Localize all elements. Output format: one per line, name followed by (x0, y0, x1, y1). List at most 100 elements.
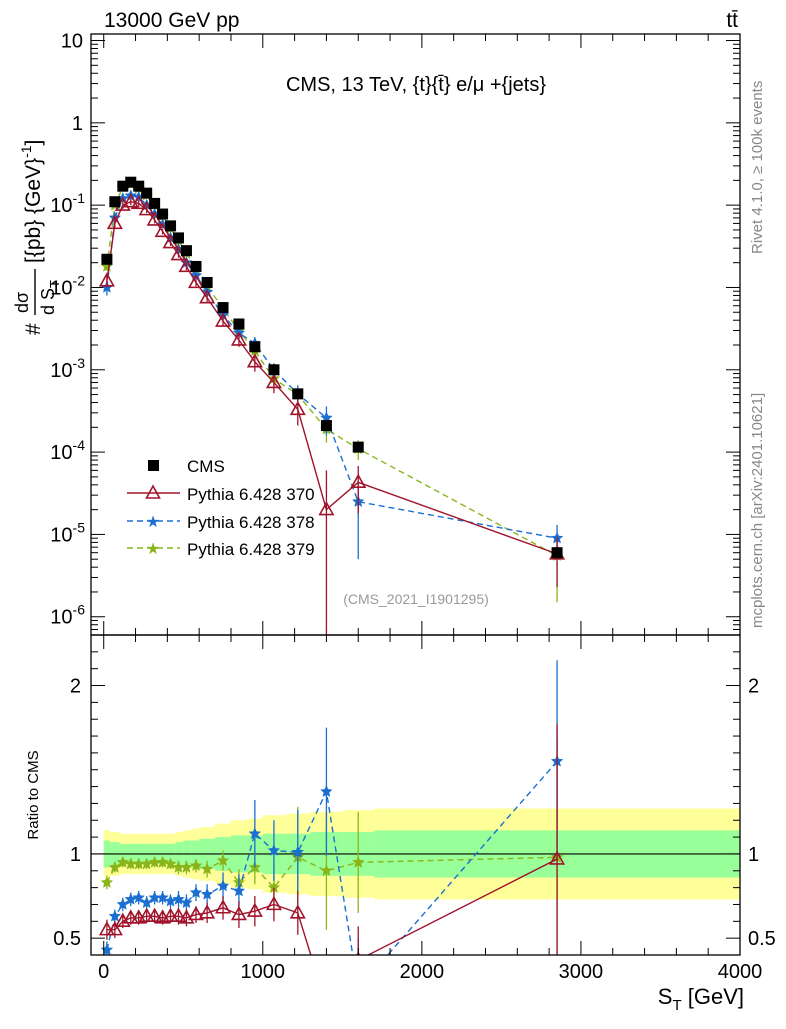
x-tick-labels: 0 1000 2000 3000 4000 (98, 961, 762, 983)
mcplots-label: mcplots.cern.ch [arXiv:2401.10621] (749, 393, 766, 628)
header-energy-label: 13000 GeV pp (104, 9, 239, 32)
main-point-pythia-6-428-370 (246, 353, 263, 368)
ratio-point-pythia-6-428-370 (549, 850, 566, 865)
main-point-cms (117, 180, 129, 192)
header-process-label: tt̄ (726, 9, 738, 32)
main-point-pythia-6-428-370 (230, 331, 247, 346)
main-point-cms (233, 318, 245, 330)
ratio-y-tick-label-right: 2 (748, 676, 759, 698)
ratio-point-pythia-6-428-378 (320, 784, 333, 798)
main-point-cms (292, 388, 304, 400)
main-point-cms (157, 208, 169, 220)
y-label-numerator: dσ (12, 292, 32, 313)
legend: CMS Pythia 6.428 370 ★ Pythia 6.428 378 … (127, 457, 315, 559)
ratio-y-tick-labels: 0.5 0.5 1 1 2 2 (53, 676, 776, 951)
y-label-units-sup: -1 (18, 145, 34, 158)
legend-label-cms: CMS (187, 457, 225, 476)
main-point-cms (172, 232, 184, 244)
x-tick-label: 0 (98, 961, 109, 983)
x-label-main: S (658, 984, 673, 1009)
main-point-cms (133, 180, 145, 192)
main-point-pythia-6-428-370 (130, 194, 147, 210)
ratio-y-tick-label-left: 1 (70, 844, 81, 866)
ratio-point-pythia-6-428-379 (200, 862, 214, 875)
ratio-axis-ticks (91, 634, 741, 956)
ratio-y-axis-label: Ratio to CMS (25, 750, 42, 839)
main-point-cms (180, 245, 192, 257)
y-label-units: [{pb} {GeV} (22, 158, 45, 263)
ratio-point-pythia-6-428-379 (100, 875, 114, 888)
main-point-cms (190, 260, 202, 272)
svg-text:[{pb} {GeV}-1]: [{pb} {GeV}-1] (18, 140, 45, 263)
main-point-cms (109, 196, 121, 208)
ratio-point-pythia-6-428-378 (180, 896, 193, 909)
main-point-pythia-6-428-370 (350, 473, 367, 488)
x-tick-label: 2000 (400, 961, 445, 983)
main-point-cms (320, 420, 332, 432)
main-point-cms (352, 441, 364, 453)
y-label-hash: # (22, 323, 45, 335)
svg-text:#: # (22, 323, 45, 335)
y-label-units-close: ] (22, 140, 45, 146)
ratio-point-pythia-6-428-378 (156, 891, 169, 904)
ratio-panel-frame (90, 634, 741, 956)
ratio-point-pythia-6-428-378 (267, 843, 281, 856)
ratio-y-tick-label-right: 1 (748, 844, 759, 866)
main-point-pythia-6-428-370 (318, 501, 335, 516)
main-point-pythia-6-428-370 (98, 272, 115, 287)
main-y-tick-label: 10 (61, 31, 83, 53)
legend-label-370: Pythia 6.428 370 (187, 485, 315, 504)
ratio-point-pythia-6-428-370 (320, 999, 333, 1011)
ratio-y-tick-label-left: 2 (70, 676, 81, 698)
legend-label-378: Pythia 6.428 378 (187, 513, 315, 532)
main-point-pythia-6-428-370 (265, 373, 282, 389)
ratio-point-pythia-6-428-370 (215, 899, 232, 914)
main-point-cms (217, 302, 229, 314)
ratio-point-pythia-6-428-370 (162, 907, 179, 922)
legend-label-379: Pythia 6.428 379 (187, 540, 315, 559)
main-y-axis-label: # dσ d ST [{pb} {GeV}-1] (12, 140, 62, 335)
x-label-sub: T (672, 997, 681, 1014)
ratio-point-pythia-6-428-370 (170, 907, 187, 922)
x-tick-label: 1000 (241, 961, 286, 983)
legend-marker-379: ★ (146, 541, 160, 558)
main-y-tick-label: 10-2 (50, 272, 85, 299)
ratio-point-pythia-6-428-370 (230, 905, 247, 921)
main-point-cms (101, 253, 113, 265)
chart-title: CMS, 13 TeV, {t}{t̄} e/μ +{jets} (286, 74, 546, 96)
main-y-tick-label: 10-4 (50, 437, 85, 464)
ratio-panel: 0.5 0.5 1 1 2 2 0 1000 2000 3000 4000 Ratio to CM… (25, 634, 776, 1014)
ratio-point-pythia-6-428-379 (180, 860, 193, 873)
ratio-point-pythia-6-428-378 (200, 887, 214, 900)
ratio-point-pythia-6-428-379 (156, 855, 169, 868)
ratio-point-pythia-6-428-378 (291, 845, 305, 858)
ratio-point-pythia-6-428-370 (199, 904, 216, 919)
ratio-point-pythia-6-428-378 (132, 891, 146, 904)
ratio-point-pythia-6-428-378 (108, 909, 122, 922)
x-tick-label: 3000 (559, 961, 604, 983)
main-point-cms (141, 187, 153, 199)
ratio-point-pythia-6-428-370 (289, 904, 306, 919)
ratio-point-pythia-6-428-378 (189, 886, 203, 899)
ratio-point-pythia-6-428-370 (106, 921, 123, 936)
ratio-point-pythia-6-428-378 (216, 879, 230, 892)
main-point-pythia-6-428-370 (187, 273, 204, 289)
main-point-pythia-6-428-370 (122, 193, 139, 208)
ratio-point-pythia-6-428-370 (265, 895, 282, 911)
main-y-tick-label: 10-5 (50, 519, 85, 546)
ratio-y-tick-label-right: 0.5 (748, 928, 776, 950)
main-point-pythia-6-428-370 (199, 289, 216, 304)
main-point-cms (268, 364, 280, 376)
ratio-point-pythia-6-428-370 (146, 907, 163, 922)
ratio-point-pythia-6-428-379 (108, 860, 122, 873)
ratio-point-pythia-6-428-379 (116, 855, 130, 868)
main-y-tick-labels: 10-6 10-5 10-4 10-3 10-2 10-1 1 10 (50, 31, 85, 629)
ratio-point-pythia-6-428-370 (246, 902, 263, 917)
main-y-tick-label: 10-6 (50, 602, 85, 629)
ratio-point-pythia-6-428-379 (189, 859, 203, 872)
ratio-series-layer (98, 660, 566, 1011)
legend-marker-370 (145, 484, 161, 499)
main-point-cms (201, 276, 213, 288)
main-point-cms (149, 197, 161, 209)
ratio-point-pythia-6-428-370 (98, 921, 115, 936)
